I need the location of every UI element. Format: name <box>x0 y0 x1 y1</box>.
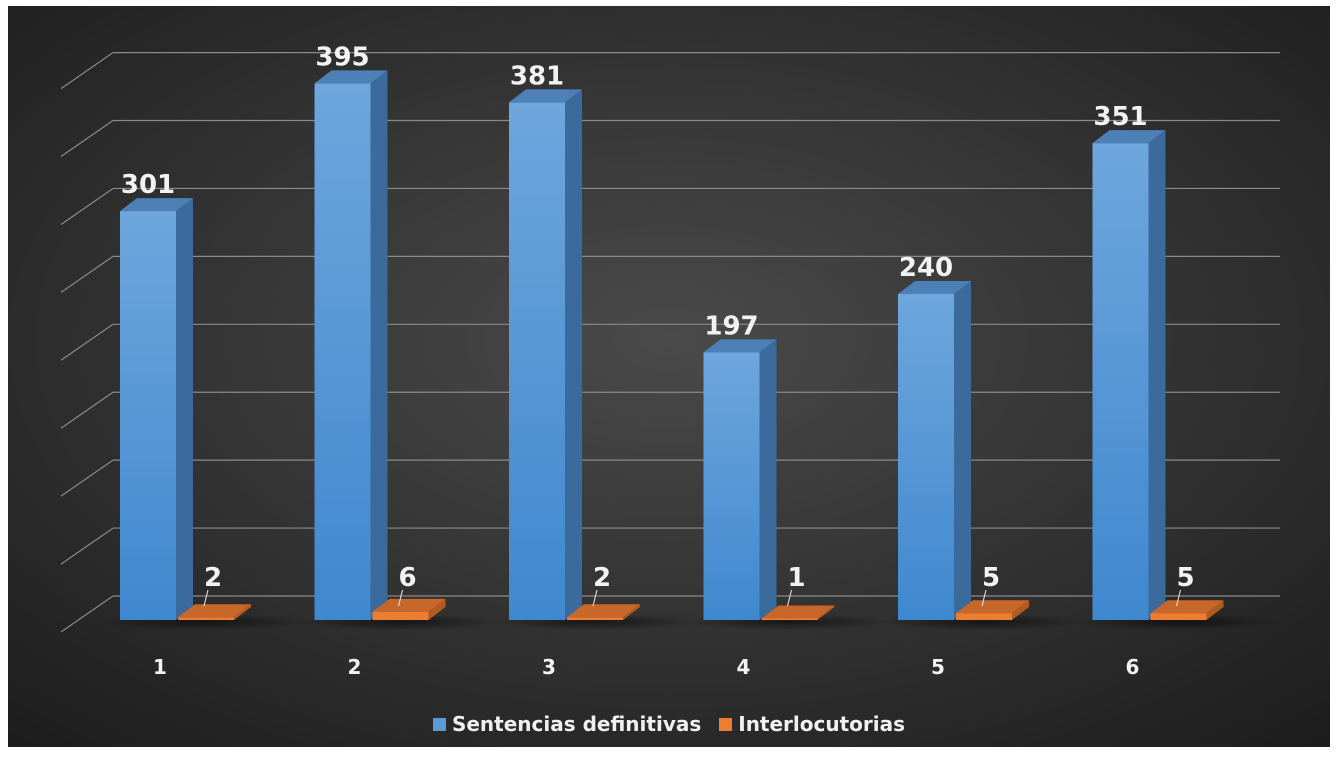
bar-top-series-1 <box>703 339 777 353</box>
data-label-series-2: 2 <box>204 563 222 593</box>
bar-top-series-1 <box>1092 130 1166 144</box>
data-label-series-1: 240 <box>899 253 953 283</box>
gridline-depth <box>60 52 114 90</box>
legend-item-series-1: Sentencias definitivas <box>432 712 702 736</box>
bar-series-1 <box>314 83 371 620</box>
x-tick-label: 4 <box>737 655 751 679</box>
data-label-series-1: 395 <box>315 42 369 72</box>
data-label-leader <box>592 589 598 607</box>
bar-side-series-2 <box>623 604 640 620</box>
data-label-series-2: 2 <box>593 563 611 593</box>
data-label-series-1: 197 <box>704 311 758 341</box>
bar-top-series-2 <box>567 604 640 618</box>
bar-series-2 <box>372 611 429 620</box>
data-label-leader <box>203 589 209 607</box>
legend-swatch-blue <box>432 717 446 731</box>
data-label-series-1: 351 <box>1093 102 1147 132</box>
bar-side-series-1 <box>565 89 582 620</box>
bar-series-2 <box>178 617 234 620</box>
data-label-leader <box>787 589 792 607</box>
x-tick-label: 2 <box>348 655 362 679</box>
bar-top-series-1 <box>314 70 388 84</box>
data-label-series-1: 381 <box>510 61 564 91</box>
gridline-depth <box>60 120 114 158</box>
legend: Sentencias definitivas Interlocutorias <box>8 712 1330 736</box>
gridline-depth <box>60 323 114 361</box>
bar-side-series-2 <box>817 605 835 620</box>
bar-top-series-1 <box>120 198 193 212</box>
bar-top-series-2 <box>761 605 835 619</box>
bar-side-series-2 <box>428 598 446 620</box>
bar-side-series-1 <box>1148 130 1166 620</box>
bar-series-1 <box>898 293 954 620</box>
data-label-leader <box>1176 589 1181 607</box>
x-axis-tick-labels: 1 2 3 4 5 6 <box>153 655 1139 679</box>
bar-series-1 <box>1092 143 1149 620</box>
bar-side-series-1 <box>954 280 971 620</box>
legend-label-series-2: Interlocutorias <box>738 712 906 736</box>
gridline-depth <box>60 255 114 293</box>
x-tick-label: 1 <box>153 655 167 679</box>
data-label-series-1: 301 <box>121 170 175 200</box>
x-tick-label: 3 <box>542 655 556 679</box>
bar-side-series-1 <box>176 198 193 621</box>
bar-top-series-1 <box>509 89 582 103</box>
data-label-leader <box>981 589 987 607</box>
legend-swatch-orange <box>719 717 733 731</box>
data-label-leader <box>398 589 403 607</box>
gridline-depth <box>60 187 114 225</box>
bar-side-series-1 <box>370 70 388 620</box>
data-label-series-2: 5 <box>982 563 1000 593</box>
data-label-series-2: 1 <box>787 563 805 593</box>
x-tick-label: 5 <box>931 655 945 679</box>
bar-chart-3d: 301 2 395 6 381 2 197 1 240 5 351 5 1 2 3 4 5 6 <box>8 6 1330 747</box>
bar-top-series-2 <box>956 600 1029 614</box>
data-label-series-2: 5 <box>1176 563 1194 593</box>
bar-series-2 <box>956 613 1012 620</box>
gridline-depth <box>60 459 114 497</box>
bar-series-2 <box>567 617 623 620</box>
gridline-depth <box>60 595 114 633</box>
bar-series-1 <box>703 352 760 620</box>
legend-label-series-1: Sentencias definitivas <box>451 712 702 736</box>
bar-top-series-2 <box>1150 600 1224 614</box>
data-labels: 301 2 395 6 381 2 197 1 240 5 351 5 <box>121 42 1195 607</box>
chart-area: 301 2 395 6 381 2 197 1 240 5 351 5 1 2 3 4 5 6 Sentenci… <box>8 6 1330 747</box>
bar-top-series-2 <box>372 598 446 612</box>
bars <box>100 70 1283 630</box>
bar-side-series-2 <box>1206 600 1224 620</box>
gridline-depth <box>60 527 114 565</box>
gridline-depth <box>60 391 114 429</box>
bar-side-series-2 <box>1012 600 1029 620</box>
bar-top-series-2 <box>178 604 251 618</box>
bar-series-2 <box>1150 613 1207 620</box>
bar-series-2 <box>761 618 818 620</box>
bar-side-series-1 <box>759 339 777 620</box>
bar-top-series-1 <box>898 280 971 294</box>
legend-item-series-2: Interlocutorias <box>719 712 905 736</box>
bar-series-1 <box>120 211 176 621</box>
gridlines <box>60 51 1280 633</box>
bar-side-series-2 <box>234 604 251 620</box>
bar-series-1 <box>509 102 565 620</box>
data-label-series-2: 6 <box>398 563 416 593</box>
x-tick-label: 6 <box>1126 655 1140 679</box>
